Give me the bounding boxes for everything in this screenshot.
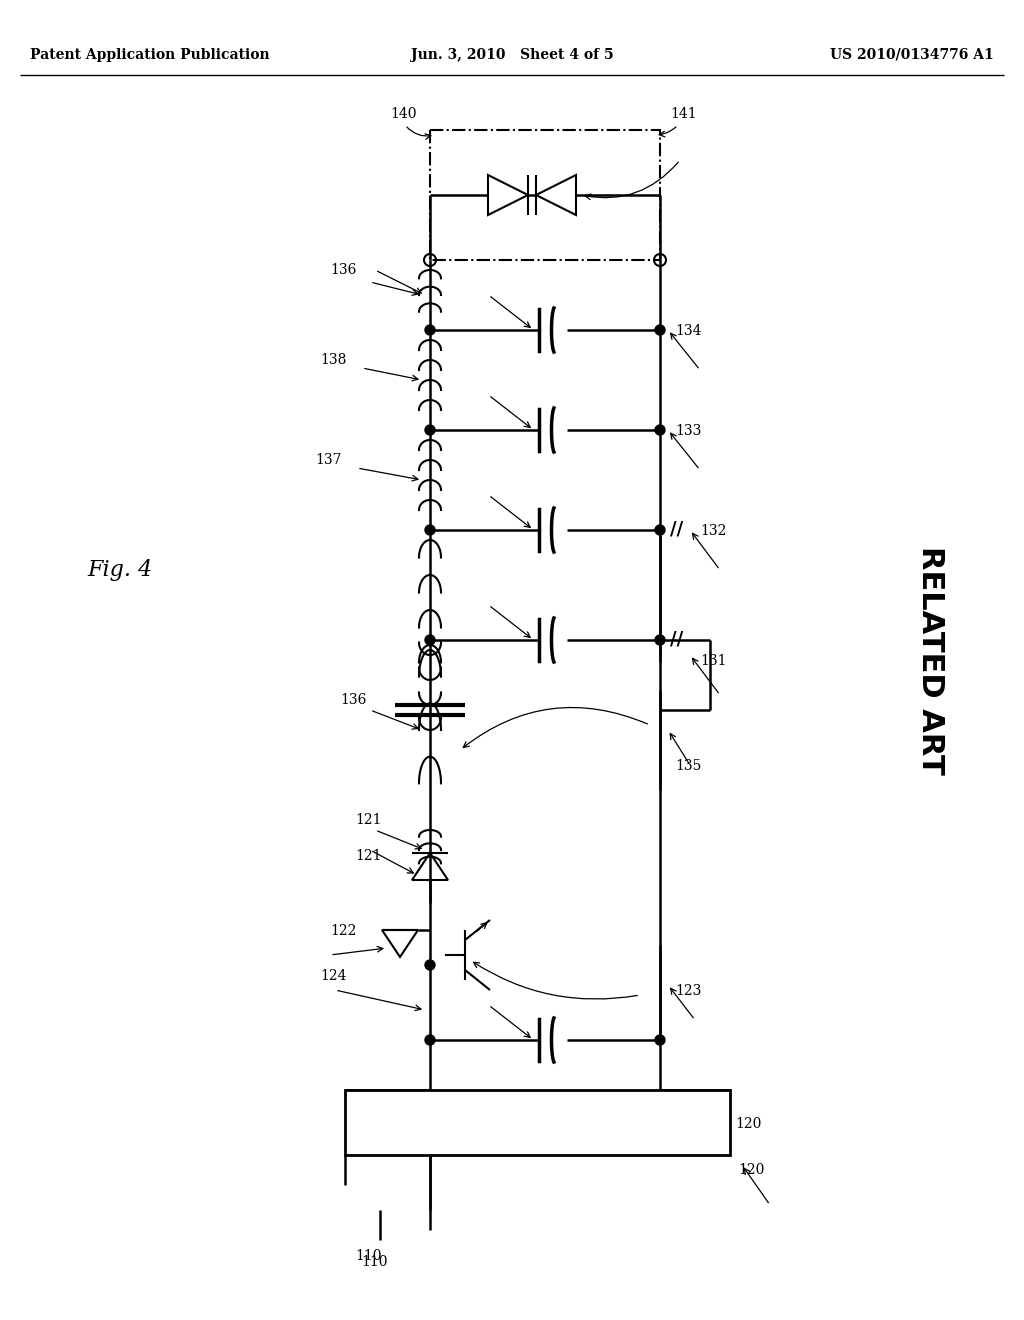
Text: 137: 137 [315, 453, 341, 467]
Text: 122: 122 [330, 924, 356, 939]
Text: 132: 132 [700, 524, 726, 539]
Circle shape [425, 1035, 435, 1045]
Text: 138: 138 [319, 352, 346, 367]
Circle shape [425, 325, 435, 335]
Text: 110: 110 [361, 1255, 388, 1269]
Text: 131: 131 [700, 653, 726, 668]
Text: 120: 120 [738, 1163, 764, 1177]
Text: //: // [670, 521, 683, 539]
Text: 124: 124 [319, 969, 346, 983]
Text: 121: 121 [355, 849, 382, 863]
FancyBboxPatch shape [345, 1090, 730, 1155]
Text: Patent Application Publication: Patent Application Publication [30, 48, 269, 62]
Circle shape [655, 525, 665, 535]
Text: 136: 136 [330, 263, 356, 277]
Text: 136: 136 [340, 693, 367, 708]
Text: 120: 120 [735, 1117, 762, 1130]
Text: 141: 141 [670, 107, 696, 121]
Text: 134: 134 [675, 323, 701, 338]
Text: 133: 133 [675, 424, 701, 438]
Text: RELATED ART: RELATED ART [915, 545, 944, 775]
Circle shape [655, 1035, 665, 1045]
Bar [430, 129, 660, 260]
Text: Fig. 4: Fig. 4 [87, 558, 153, 581]
Text: 135: 135 [675, 759, 701, 774]
Circle shape [655, 325, 665, 335]
Text: 140: 140 [390, 107, 417, 121]
Text: Jun. 3, 2010   Sheet 4 of 5: Jun. 3, 2010 Sheet 4 of 5 [411, 48, 613, 62]
Circle shape [425, 960, 435, 970]
Text: 123: 123 [675, 983, 701, 998]
Circle shape [425, 425, 435, 436]
Text: //: // [670, 631, 683, 649]
Text: US 2010/0134776 A1: US 2010/0134776 A1 [830, 48, 994, 62]
Text: 121: 121 [355, 813, 382, 828]
Circle shape [655, 635, 665, 645]
Text: 110: 110 [355, 1249, 382, 1263]
Circle shape [425, 525, 435, 535]
Circle shape [425, 635, 435, 645]
Circle shape [655, 425, 665, 436]
